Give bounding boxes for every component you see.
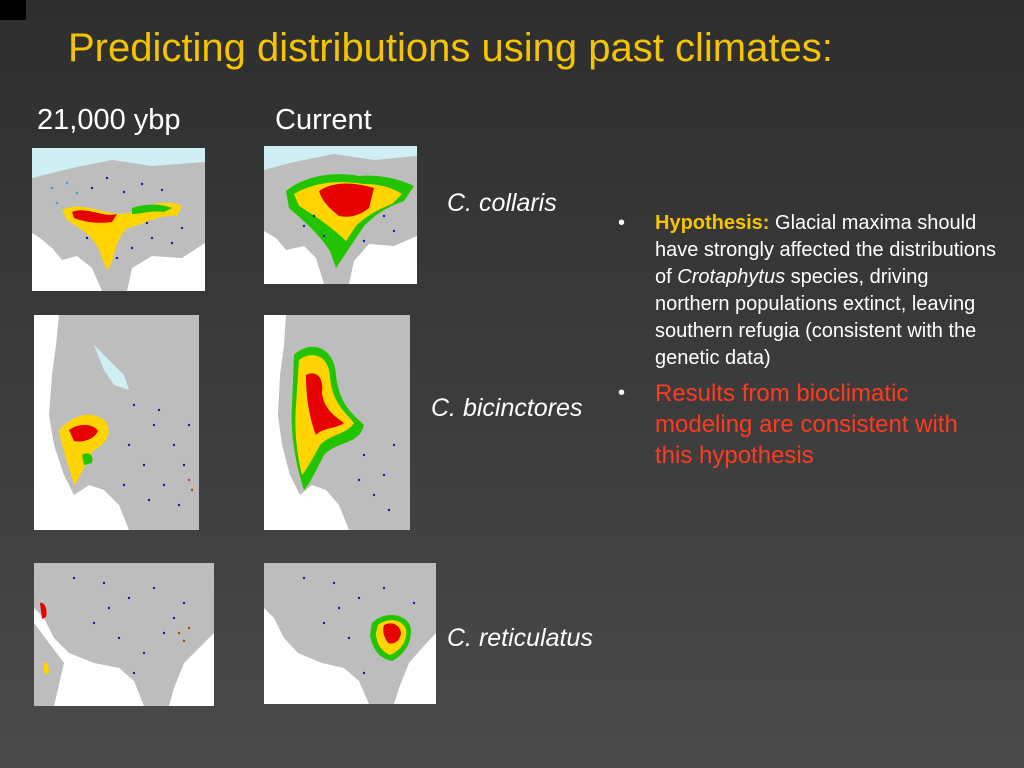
hypothesis-bullet: Hypothesis: Glacial maxima should have s…: [618, 210, 998, 372]
hypothesis-text-2: species, driving northern populations ex…: [655, 266, 977, 369]
map-collaris-past: [32, 148, 205, 291]
hypothesis-genus: Crotaphytus: [677, 266, 786, 288]
map-bicinctores-current: [264, 315, 410, 530]
column-header-past: 21,000 ybp: [37, 104, 181, 136]
bullet-list: Hypothesis: Glacial maxima should have s…: [618, 210, 998, 471]
hypothesis-text-1: Glacial maxima should have strongly affe…: [655, 212, 996, 288]
species-label-reticulatus: C. reticulatus: [447, 624, 593, 652]
map-reticulatus-current: [264, 563, 436, 704]
map-collaris-current: [264, 146, 417, 284]
column-header-current: Current: [275, 104, 372, 136]
corner-mark: [0, 0, 26, 20]
hypothesis-lead: Hypothesis:: [655, 212, 770, 234]
slide-title: Predicting distributions using past clim…: [68, 26, 833, 70]
map-bicinctores-past: [34, 315, 199, 530]
map-reticulatus-past: [34, 563, 214, 706]
species-label-bicinctores: C. bicinctores: [431, 394, 583, 422]
species-label-collaris: C. collaris: [447, 189, 557, 217]
result-bullet: Results from bioclimatic modeling are co…: [618, 378, 998, 471]
